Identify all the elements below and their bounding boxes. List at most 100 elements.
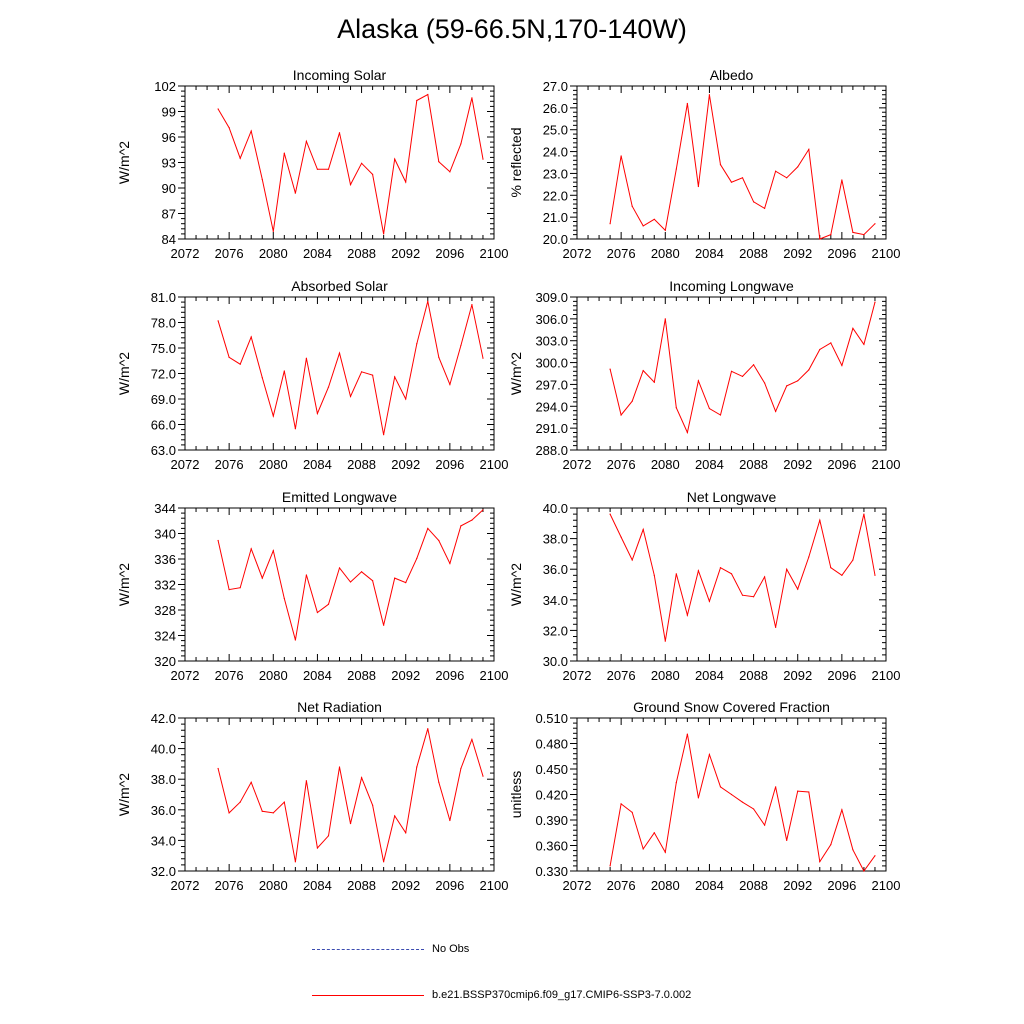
- x-tick-label: 2084: [303, 246, 332, 261]
- data-point: [708, 407, 711, 410]
- data-point: [327, 386, 330, 388]
- data-point: [730, 793, 733, 796]
- x-tick-label: 2076: [215, 457, 244, 472]
- data-point: [631, 811, 633, 813]
- y-tick-label: 34.0: [543, 593, 568, 608]
- data-point: [449, 171, 451, 173]
- data-point: [427, 300, 429, 302]
- y-tick-label: 297.0: [535, 377, 568, 392]
- data-point: [686, 102, 688, 105]
- data-point: [438, 781, 440, 783]
- y-tick-label: 38.0: [151, 772, 176, 787]
- data-point: [394, 815, 396, 817]
- y-tick-label: 0.360: [535, 839, 568, 854]
- data-point: [482, 158, 484, 160]
- data-point: [653, 832, 655, 834]
- plot-frame: [184, 717, 495, 872]
- data-point: [874, 301, 876, 303]
- y-tick-label: 291.0: [535, 421, 568, 436]
- x-tick-label: 2092: [391, 668, 420, 683]
- data-point: [360, 571, 363, 573]
- data-point: [449, 383, 451, 386]
- data-point: [349, 184, 352, 186]
- data-point: [620, 803, 622, 805]
- y-tick-label: 332: [154, 578, 176, 593]
- x-tick-label: 2092: [783, 246, 812, 261]
- data-point: [272, 550, 274, 552]
- panel-title: Incoming Longwave: [669, 278, 794, 294]
- y-tick-label: 36.0: [543, 562, 568, 577]
- y-tick-label: 90: [162, 181, 176, 196]
- y-axis-label: W/m^2: [116, 563, 132, 606]
- x-tick-label: 2072: [171, 246, 200, 261]
- data-point: [852, 327, 854, 329]
- y-tick-label: 40.0: [543, 501, 568, 516]
- data-point: [841, 364, 843, 367]
- data-point: [752, 201, 755, 203]
- data-point: [786, 177, 788, 179]
- x-tick-label: 2092: [783, 668, 812, 683]
- data-point: [631, 205, 633, 207]
- data-point: [863, 870, 865, 872]
- plot-frame: [576, 85, 887, 240]
- x-tick-label: 2080: [651, 457, 680, 472]
- panel-absorbed-solar: Absorbed Solar W/m^2 2072 2076 2080 2084 2088 2…: [116, 278, 508, 472]
- data-point: [305, 140, 307, 142]
- data-point: [394, 577, 396, 579]
- data-point: [741, 594, 744, 596]
- y-tick-label: 27.0: [543, 79, 568, 94]
- data-point: [609, 368, 611, 370]
- y-tick-label: 300.0: [535, 356, 568, 371]
- data-point: [272, 415, 274, 417]
- y-tick-label: 288.0: [535, 443, 568, 458]
- data-point: [471, 738, 473, 741]
- data-point: [460, 767, 462, 770]
- x-tick-label: 2076: [607, 668, 636, 683]
- data-point: [294, 639, 296, 641]
- data-point: [394, 376, 396, 378]
- data-point: [841, 179, 843, 181]
- data-point: [327, 168, 330, 170]
- plot-frame: [576, 507, 887, 662]
- data-point: [675, 782, 677, 784]
- data-point: [471, 519, 473, 521]
- x-tick-label: 2096: [435, 878, 464, 893]
- y-tick-label: 69.0: [151, 392, 176, 407]
- data-point: [349, 395, 352, 398]
- data-point: [631, 400, 633, 402]
- x-tick-label: 2072: [563, 878, 592, 893]
- data-point: [405, 181, 407, 183]
- data-point: [250, 130, 252, 132]
- data-point: [852, 559, 854, 561]
- y-tick-label: 0.510: [535, 711, 568, 726]
- data-point: [697, 380, 699, 382]
- y-axis-label: W/m^2: [116, 141, 132, 184]
- data-point: [316, 847, 319, 849]
- x-tick-label: 2100: [872, 668, 901, 683]
- y-tick-label: 21.0: [543, 210, 568, 225]
- y-tick-label: 324: [154, 629, 176, 644]
- y-tick-label: 0.330: [535, 864, 568, 879]
- series-line: [609, 301, 876, 435]
- x-tick-label: 2096: [435, 668, 464, 683]
- y-tick-label: 344: [154, 501, 176, 516]
- data-point: [272, 230, 274, 232]
- data-point: [327, 603, 330, 605]
- series-line: [217, 301, 484, 435]
- legend-label-obs: No Obs: [432, 943, 470, 955]
- data-point: [808, 791, 810, 793]
- legend-entry-model: b.e21.BSSP370cmip6.f09_g17.CMIP6-SSP3-7.…: [312, 987, 812, 1003]
- data-point: [438, 161, 440, 163]
- data-point: [383, 233, 385, 235]
- data-point: [819, 238, 821, 240]
- data-point: [786, 385, 788, 387]
- data-point: [609, 223, 611, 225]
- panel-title: Albedo: [710, 67, 754, 83]
- data-point: [708, 600, 711, 602]
- data-point: [620, 414, 622, 416]
- y-axis-label: W/m^2: [508, 352, 524, 395]
- x-tick-label: 2072: [563, 668, 592, 683]
- x-tick-label: 2076: [607, 246, 636, 261]
- data-point: [752, 364, 755, 366]
- data-point: [372, 374, 374, 376]
